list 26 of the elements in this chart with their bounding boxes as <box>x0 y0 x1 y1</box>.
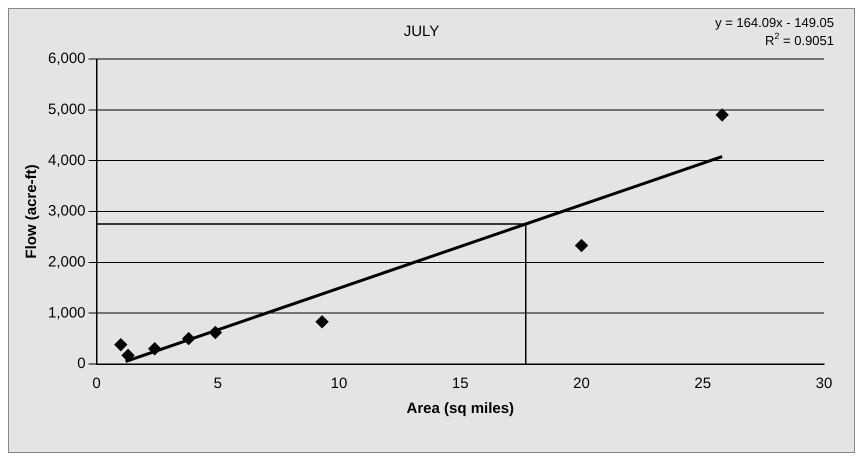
y-axis-title: Flow (acre-ft) <box>23 164 40 259</box>
y-tick-label: 4,000 <box>48 152 86 169</box>
x-tick-label: 5 <box>214 375 222 392</box>
point <box>716 108 729 122</box>
text: y = 164.09x - 149.05 <box>715 15 834 30</box>
point <box>208 326 222 339</box>
y-tick-label: 5,000 <box>48 100 86 118</box>
point <box>148 342 162 356</box>
y-tick-label: 1,000 <box>48 304 86 322</box>
y-tick-label: 6,000 <box>48 50 86 68</box>
x-tick-label: 25 <box>694 375 712 392</box>
y-tick-label: 2,000 <box>48 253 86 270</box>
point <box>575 239 588 252</box>
x-tick-label: 30 <box>816 375 832 392</box>
y-tick-label: 0 <box>77 355 86 372</box>
point <box>114 338 128 352</box>
chart-title: JULY <box>404 23 440 40</box>
point <box>122 348 135 362</box>
x-axis-title: Area (sq miles) <box>406 400 514 418</box>
x-tick-label: 10 <box>330 375 348 392</box>
x-tick-label: 15 <box>452 375 469 392</box>
point <box>316 315 329 328</box>
point <box>182 332 196 346</box>
y-tick-label: 3,000 <box>48 202 86 220</box>
x-tick-label: 0 <box>92 375 101 392</box>
x-tick-label: 20 <box>573 375 590 392</box>
